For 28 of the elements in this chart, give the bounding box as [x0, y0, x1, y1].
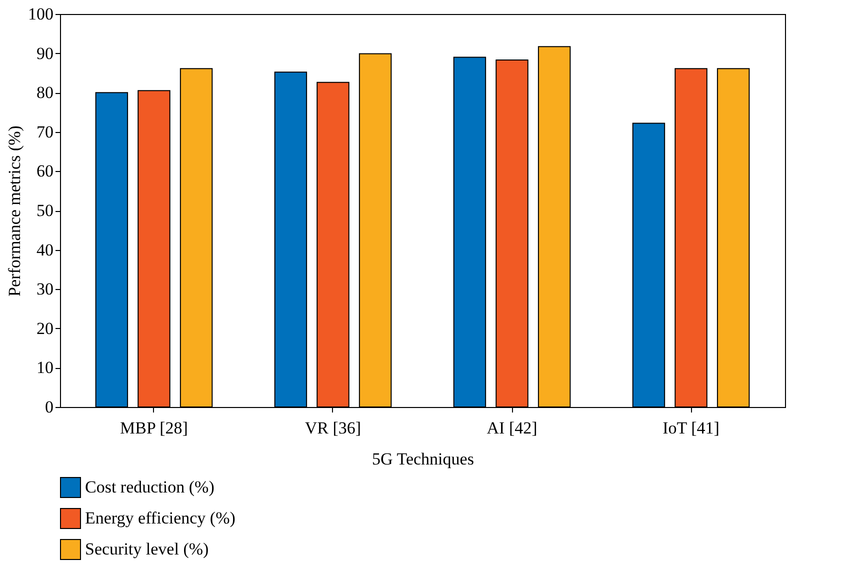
y-tick-label: 10 [36, 358, 54, 378]
legend-label: Energy efficiency (%) [85, 508, 236, 528]
y-tick-label: 80 [36, 83, 54, 102]
bar [274, 72, 308, 408]
y-tick-label: 60 [36, 162, 54, 181]
y-axis-title: Performance metrics (%) [5, 126, 24, 296]
y-tick-label: 20 [36, 318, 54, 338]
bar [632, 122, 666, 408]
bar [180, 68, 213, 408]
y-tick-label: 40 [36, 240, 54, 260]
y-tick-label: 100 [28, 4, 54, 24]
y-tick-label: 70 [36, 122, 54, 142]
y-tick-label: 30 [36, 280, 54, 299]
bar [453, 56, 486, 408]
y-tick-label: 90 [36, 44, 54, 63]
bar [95, 92, 128, 408]
bar [716, 68, 750, 408]
x-tick-label: MBP [28] [120, 418, 188, 438]
bar [538, 46, 571, 408]
y-tick-label: 0 [45, 398, 54, 416]
x-tick-label: AI [42] [486, 418, 538, 438]
x-tick-label: VR [36] [304, 418, 362, 438]
x-axis-title: 5G Techniques [372, 450, 474, 468]
y-tick-label: 50 [36, 201, 54, 220]
x-tick-label: IoT [41] [662, 418, 720, 438]
bar [358, 53, 392, 408]
legend-label: Security level (%) [85, 540, 209, 558]
legend-label: Cost reduction (%) [85, 478, 214, 496]
